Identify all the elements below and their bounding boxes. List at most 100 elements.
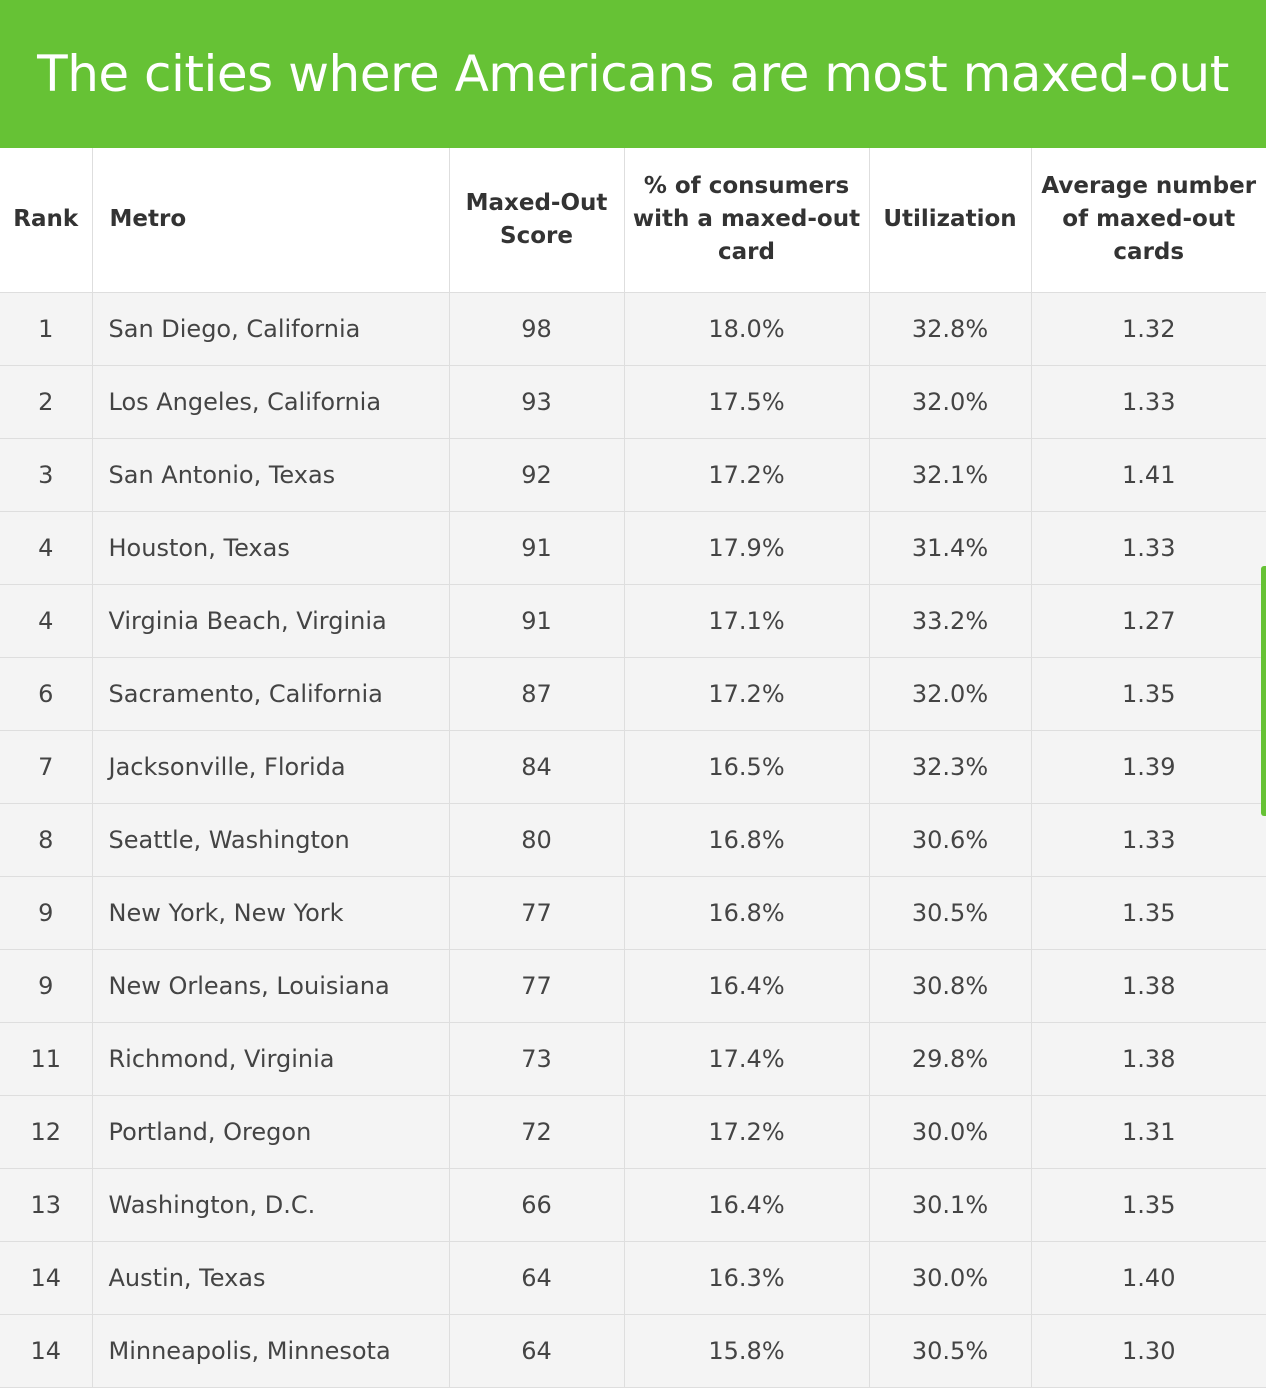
cell-utilization: 32.0%: [868, 365, 1031, 439]
table-row: 4 Virginia Beach, Virginia 91 17.1% 33.2% 1.2…: [0, 584, 1266, 658]
cell-rank: 9: [0, 876, 92, 950]
cell-pct-maxed: 16.5%: [623, 730, 869, 804]
table-row: 7 Jacksonville, Florida 84 16.5% 32.3% 1.39: [0, 730, 1266, 804]
cell-metro: Minneapolis, Minnesota: [91, 1314, 449, 1388]
cell-avg-cards: 1.38: [1030, 1022, 1266, 1096]
cell-score: 64: [448, 1241, 624, 1315]
cell-avg-cards: 1.35: [1030, 1168, 1266, 1242]
table-row: 3 San Antonio, Texas 92 17.2% 32.1% 1.41: [0, 438, 1266, 512]
cell-utilization: 32.1%: [868, 438, 1031, 512]
cell-metro: Washington, D.C.: [91, 1168, 449, 1242]
cell-pct-maxed: 16.4%: [623, 949, 869, 1023]
cell-avg-cards: 1.32: [1030, 292, 1266, 366]
table-row: 14 Minneapolis, Minnesota 64 15.8% 30.5% 1.30: [0, 1314, 1266, 1388]
cell-metro: Portland, Oregon: [91, 1095, 449, 1169]
header-rank[interactable]: Rank: [0, 148, 92, 293]
cell-pct-maxed: 16.4%: [623, 1168, 869, 1242]
cell-pct-maxed: 17.2%: [623, 657, 869, 731]
cell-avg-cards: 1.38: [1030, 949, 1266, 1023]
header-metro[interactable]: Metro: [91, 148, 449, 293]
header-avg-cards[interactable]: Average number of maxed-out cards: [1030, 148, 1266, 293]
cell-score: 80: [448, 803, 624, 877]
header-utilization[interactable]: Utilization: [868, 148, 1031, 293]
cell-metro: San Diego, California: [91, 292, 449, 366]
cell-utilization: 33.2%: [868, 584, 1031, 658]
cell-utilization: 32.0%: [868, 657, 1031, 731]
cell-utilization: 30.5%: [868, 876, 1031, 950]
cell-rank: 4: [0, 511, 92, 585]
cell-score: 84: [448, 730, 624, 804]
cell-metro: Jacksonville, Florida: [91, 730, 449, 804]
cell-pct-maxed: 16.8%: [623, 803, 869, 877]
header-pct-maxed[interactable]: % of consumers with a maxed-out card: [623, 148, 869, 293]
cell-utilization: 32.8%: [868, 292, 1031, 366]
table-row: 2 Los Angeles, California 93 17.5% 32.0% 1.33: [0, 365, 1266, 439]
cell-rank: 4: [0, 584, 92, 658]
cell-score: 98: [448, 292, 624, 366]
cell-rank: 11: [0, 1022, 92, 1096]
cell-utilization: 30.0%: [868, 1095, 1031, 1169]
cell-score: 91: [448, 584, 624, 658]
table-row: 12 Portland, Oregon 72 17.2% 30.0% 1.31: [0, 1095, 1266, 1169]
cell-pct-maxed: 17.2%: [623, 1095, 869, 1169]
cell-avg-cards: 1.33: [1030, 365, 1266, 439]
cell-score: 73: [448, 1022, 624, 1096]
table-row: 14 Austin, Texas 64 16.3% 30.0% 1.40: [0, 1241, 1266, 1315]
cell-score: 93: [448, 365, 624, 439]
cell-score: 92: [448, 438, 624, 512]
cell-rank: 7: [0, 730, 92, 804]
cell-pct-maxed: 16.3%: [623, 1241, 869, 1315]
cell-utilization: 32.3%: [868, 730, 1031, 804]
cell-metro: Los Angeles, California: [91, 365, 449, 439]
title-banner: The cities where Americans are most maxe…: [0, 0, 1266, 148]
table-row: 1 San Diego, California 98 18.0% 32.8% 1.32: [0, 292, 1266, 366]
cell-metro: New Orleans, Louisiana: [91, 949, 449, 1023]
cell-utilization: 30.8%: [868, 949, 1031, 1023]
table-header-row: Rank Metro Maxed-Out Score % of consumer…: [0, 148, 1266, 293]
cell-avg-cards: 1.35: [1030, 657, 1266, 731]
cell-score: 87: [448, 657, 624, 731]
cell-avg-cards: 1.41: [1030, 438, 1266, 512]
cell-utilization: 30.1%: [868, 1168, 1031, 1242]
cell-rank: 2: [0, 365, 92, 439]
cell-pct-maxed: 16.8%: [623, 876, 869, 950]
cell-metro: Houston, Texas: [91, 511, 449, 585]
cell-score: 91: [448, 511, 624, 585]
cell-score: 66: [448, 1168, 624, 1242]
cell-rank: 1: [0, 292, 92, 366]
table-row: 13 Washington, D.C. 66 16.4% 30.1% 1.35: [0, 1168, 1266, 1242]
cell-utilization: 30.5%: [868, 1314, 1031, 1388]
cell-avg-cards: 1.27: [1030, 584, 1266, 658]
scrollbar-thumb[interactable]: [1261, 566, 1266, 816]
cell-metro: Richmond, Virginia: [91, 1022, 449, 1096]
page-title: The cities where Americans are most maxe…: [37, 45, 1229, 103]
cell-rank: 8: [0, 803, 92, 877]
cell-avg-cards: 1.33: [1030, 511, 1266, 585]
table-row: 9 New Orleans, Louisiana 77 16.4% 30.8% 1.38: [0, 949, 1266, 1023]
cell-pct-maxed: 18.0%: [623, 292, 869, 366]
cell-metro: Sacramento, California: [91, 657, 449, 731]
cell-avg-cards: 1.30: [1030, 1314, 1266, 1388]
cell-avg-cards: 1.40: [1030, 1241, 1266, 1315]
table-row: 11 Richmond, Virginia 73 17.4% 29.8% 1.38: [0, 1022, 1266, 1096]
cell-rank: 6: [0, 657, 92, 731]
cell-score: 77: [448, 876, 624, 950]
cell-pct-maxed: 17.1%: [623, 584, 869, 658]
cell-pct-maxed: 15.8%: [623, 1314, 869, 1388]
cell-pct-maxed: 17.4%: [623, 1022, 869, 1096]
cell-metro: Austin, Texas: [91, 1241, 449, 1315]
cell-score: 64: [448, 1314, 624, 1388]
cell-score: 72: [448, 1095, 624, 1169]
table-row: 6 Sacramento, California 87 17.2% 32.0% 1.35: [0, 657, 1266, 731]
cell-utilization: 29.8%: [868, 1022, 1031, 1096]
header-score[interactable]: Maxed-Out Score: [448, 148, 624, 293]
cell-utilization: 31.4%: [868, 511, 1031, 585]
cell-score: 77: [448, 949, 624, 1023]
cell-pct-maxed: 17.9%: [623, 511, 869, 585]
metro-table: Rank Metro Maxed-Out Score % of consumer…: [0, 148, 1266, 1388]
cell-pct-maxed: 17.5%: [623, 365, 869, 439]
cell-rank: 9: [0, 949, 92, 1023]
cell-rank: 14: [0, 1241, 92, 1315]
cell-metro: New York, New York: [91, 876, 449, 950]
table-row: 8 Seattle, Washington 80 16.8% 30.6% 1.33: [0, 803, 1266, 877]
